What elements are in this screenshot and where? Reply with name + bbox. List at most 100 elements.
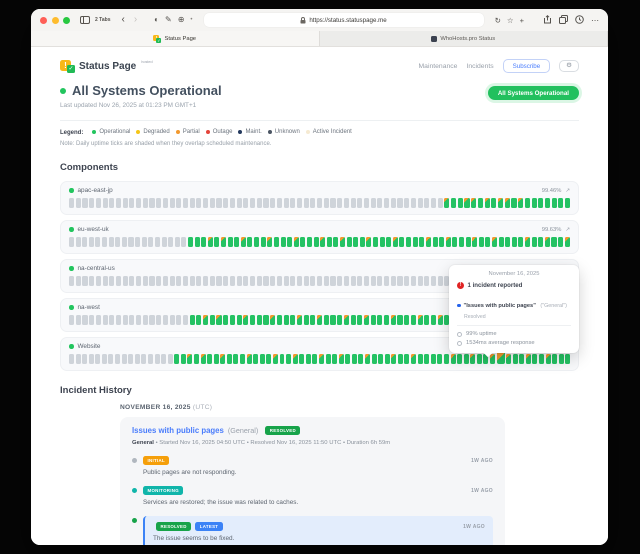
uptime-tick[interactable] xyxy=(292,354,298,364)
uptime-tick[interactable] xyxy=(236,315,242,325)
uptime-tick[interactable] xyxy=(320,237,326,247)
uptime-tick[interactable] xyxy=(317,315,323,325)
uptime-tick[interactable] xyxy=(187,354,193,364)
uptime-tick[interactable] xyxy=(207,354,213,364)
uptime-tick[interactable] xyxy=(525,237,531,247)
uptime-tick[interactable] xyxy=(182,315,189,325)
uptime-tick[interactable] xyxy=(234,237,240,247)
uptime-tick[interactable] xyxy=(404,198,410,208)
uptime-tick[interactable] xyxy=(287,237,293,247)
uptime-tick[interactable] xyxy=(326,237,332,247)
forward-button[interactable]: › xyxy=(133,14,138,25)
uptime-tick[interactable] xyxy=(538,237,544,247)
uptime-tick[interactable] xyxy=(101,354,107,364)
copy-tabs-icon[interactable] xyxy=(559,11,568,29)
uptime-tick[interactable] xyxy=(504,198,510,208)
uptime-tick[interactable] xyxy=(457,198,463,208)
uptime-tick[interactable] xyxy=(283,276,289,286)
uptime-tick[interactable] xyxy=(162,315,168,325)
uptime-tick[interactable] xyxy=(303,276,309,286)
uptime-tick[interactable] xyxy=(176,276,182,286)
uptime-tick[interactable] xyxy=(129,315,135,325)
uptime-tick[interactable] xyxy=(115,198,122,208)
uptime-tick[interactable] xyxy=(417,354,423,364)
uptime-tick[interactable] xyxy=(531,237,537,247)
uptime-tick[interactable] xyxy=(511,198,517,208)
uptime-tick[interactable] xyxy=(102,276,108,286)
site-logo[interactable]: ! ✓ Status Page hosted xyxy=(60,59,153,73)
uptime-tick[interactable] xyxy=(299,354,305,364)
uptime-tick[interactable] xyxy=(532,354,538,364)
uptime-tick[interactable] xyxy=(300,237,306,247)
uptime-tick[interactable] xyxy=(149,276,155,286)
uptime-tick[interactable] xyxy=(181,237,187,247)
uptime-tick[interactable] xyxy=(424,354,430,364)
uptime-tick[interactable] xyxy=(410,315,416,325)
close-window-button[interactable] xyxy=(40,16,47,24)
maximize-window-button[interactable] xyxy=(63,16,70,24)
uptime-tick[interactable] xyxy=(209,315,215,325)
uptime-tick[interactable] xyxy=(276,315,282,325)
uptime-tick[interactable] xyxy=(306,237,312,247)
uptime-tick[interactable] xyxy=(216,198,222,208)
uptime-tick[interactable] xyxy=(243,198,249,208)
uptime-tick[interactable] xyxy=(129,198,135,208)
uptime-tick[interactable] xyxy=(115,354,121,364)
uptime-tick[interactable] xyxy=(108,354,114,364)
uptime-tick[interactable] xyxy=(154,237,160,247)
uptime-tick[interactable] xyxy=(189,315,195,325)
uptime-tick[interactable] xyxy=(384,276,390,286)
uptime-tick[interactable] xyxy=(506,354,512,364)
uptime-tick[interactable] xyxy=(345,354,351,364)
uptime-tick[interactable] xyxy=(280,237,286,247)
uptime-tick[interactable] xyxy=(136,198,142,208)
uptime-tick[interactable] xyxy=(267,237,273,247)
uptime-tick[interactable] xyxy=(317,198,323,208)
tab-whohosts[interactable]: WhoHosts.pro Status xyxy=(319,31,608,46)
uptime-tick[interactable] xyxy=(444,198,450,208)
uptime-tick[interactable] xyxy=(498,198,504,208)
uptime-tick[interactable] xyxy=(169,276,175,286)
uptime-tick[interactable] xyxy=(410,276,416,286)
uptime-tick[interactable] xyxy=(412,237,418,247)
uptime-tick[interactable] xyxy=(203,315,209,325)
uptime-tick[interactable] xyxy=(411,354,417,364)
uptime-tick[interactable] xyxy=(397,276,403,286)
uptime-tick[interactable] xyxy=(445,237,451,247)
uptime-tick[interactable] xyxy=(363,276,370,286)
uptime-tick[interactable] xyxy=(496,350,505,364)
uptime-tick[interactable] xyxy=(196,315,202,325)
uptime-tick[interactable] xyxy=(430,315,437,325)
uptime-tick[interactable] xyxy=(128,354,134,364)
downloads-clock-icon[interactable] xyxy=(575,11,584,29)
uptime-tick[interactable] xyxy=(305,354,311,364)
uptime-tick[interactable] xyxy=(296,198,303,208)
uptime-tick[interactable] xyxy=(397,354,403,364)
uptime-tick[interactable] xyxy=(531,198,537,208)
uptime-tick[interactable] xyxy=(379,237,385,247)
uptime-tick[interactable] xyxy=(142,276,148,286)
uptime-tick[interactable] xyxy=(384,198,390,208)
uptime-tick[interactable] xyxy=(201,237,207,247)
uptime-tick[interactable] xyxy=(121,354,127,364)
uptime-tick[interactable] xyxy=(134,354,140,364)
uptime-tick[interactable] xyxy=(69,198,75,208)
uptime-tick[interactable] xyxy=(545,354,551,364)
uptime-tick[interactable] xyxy=(552,354,558,364)
uptime-tick[interactable] xyxy=(443,354,449,364)
uptime-tick[interactable] xyxy=(538,198,544,208)
uptime-tick[interactable] xyxy=(491,198,497,208)
expand-icon[interactable]: ↗ xyxy=(565,226,570,233)
uptime-tick[interactable] xyxy=(444,276,450,286)
uptime-tick[interactable] xyxy=(236,198,242,208)
uptime-tick[interactable] xyxy=(359,237,365,247)
uptime-tick[interactable] xyxy=(249,315,256,325)
uptime-tick[interactable] xyxy=(82,276,88,286)
uptime-tick[interactable] xyxy=(343,315,349,325)
uptime-tick[interactable] xyxy=(189,276,195,286)
uptime-tick[interactable] xyxy=(424,276,430,286)
uptime-tick[interactable] xyxy=(430,276,437,286)
uptime-tick[interactable] xyxy=(558,198,564,208)
uptime-tick[interactable] xyxy=(156,276,162,286)
uptime-tick[interactable] xyxy=(518,198,524,208)
